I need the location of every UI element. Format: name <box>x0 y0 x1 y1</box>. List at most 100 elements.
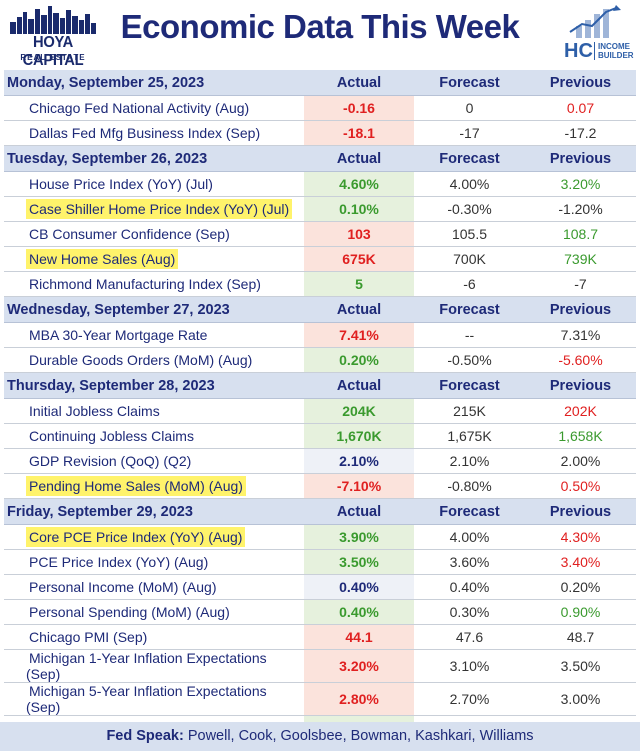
hc-subtitle-line1: INCOME <box>598 42 630 51</box>
indicator-name-cell: MBA 30-Year Mortgage Rate <box>4 322 304 348</box>
previous-value: 3.40% <box>525 549 636 575</box>
column-header-previous: Previous <box>525 498 636 525</box>
column-header-forecast: Forecast <box>414 372 525 399</box>
actual-value: 3.50% <box>304 549 414 575</box>
city-skyline-icon <box>10 6 96 34</box>
forecast-value: -6 <box>414 271 525 297</box>
previous-value: 0.50% <box>525 473 636 499</box>
forecast-value: 47.6 <box>414 624 525 650</box>
column-header-actual: Actual <box>304 145 414 172</box>
actual-value: 103 <box>304 221 414 247</box>
column-header-forecast: Forecast <box>414 498 525 525</box>
previous-value: 3.00% <box>525 682 636 716</box>
day-label: Friday, September 29, 2023 <box>4 498 304 525</box>
actual-value: 675K <box>304 246 414 272</box>
previous-value: 108.7 <box>525 221 636 247</box>
forecast-value: 105.5 <box>414 221 525 247</box>
page-title: Economic Data This Week <box>120 8 520 45</box>
indicator-name-cell: New Home Sales (Aug) <box>4 246 304 272</box>
actual-value: -18.1 <box>304 120 414 146</box>
actual-value: 2.80% <box>304 682 414 716</box>
indicator-name: Durable Goods Orders (MoM) (Aug) <box>29 352 253 368</box>
fed-speak-speakers: Powell, Cook, Goolsbee, Bowman, Kashkari… <box>187 728 534 744</box>
indicator-name: Continuing Jobless Claims <box>29 428 194 444</box>
previous-value: -5.60% <box>525 347 636 373</box>
actual-value: 0.40% <box>304 599 414 625</box>
indicator-name: PCE Price Index (YoY) (Aug) <box>29 554 209 570</box>
previous-value: 2.00% <box>525 448 636 474</box>
hc-subtitle: INCOME BUILDER <box>594 42 638 60</box>
indicator-name-cell: Michigan 5-Year Inflation Expectations (… <box>4 682 304 716</box>
day-label: Wednesday, September 27, 2023 <box>4 296 304 323</box>
day-header-row: Monday, September 25, 2023 Actual Forecast… <box>4 70 636 96</box>
logo-text-secondary: REAL ESTATE <box>20 53 86 62</box>
table-body: Monday, September 25, 2023 Actual Forecast… <box>4 70 636 741</box>
actual-value: -7.10% <box>304 473 414 499</box>
actual-value: 7.41% <box>304 322 414 348</box>
indicator-name: GDP Revision (QoQ) (Q2) <box>29 453 192 469</box>
indicator-name: Core PCE Price Index (YoY) (Aug) <box>26 527 246 547</box>
table-row: MBA 30-Year Mortgage Rate 7.41% -- 7.31% <box>4 322 636 348</box>
indicator-name: Michigan 1-Year Inflation Expectations (… <box>26 650 267 682</box>
indicator-name-cell: Continuing Jobless Claims <box>4 423 304 449</box>
economic-data-table: Monday, September 25, 2023 Actual Forecast… <box>4 70 636 741</box>
previous-value: 4.30% <box>525 524 636 550</box>
column-header-previous: Previous <box>525 296 636 323</box>
column-header-actual: Actual <box>304 296 414 323</box>
forecast-value: 3.60% <box>414 549 525 575</box>
indicator-name-cell: Richmond Manufacturing Index (Sep) <box>4 271 304 297</box>
day-label: Tuesday, September 26, 2023 <box>4 145 304 172</box>
fed-speak-label: Fed Speak: <box>106 728 184 744</box>
indicator-name-cell: PCE Price Index (YoY) (Aug) <box>4 549 304 575</box>
table-row: Personal Income (MoM) (Aug) 0.40% 0.40% 0.2… <box>4 574 636 600</box>
column-header-previous: Previous <box>525 145 636 172</box>
previous-value: -7 <box>525 271 636 297</box>
actual-value: 4.60% <box>304 171 414 197</box>
previous-value: 0.90% <box>525 599 636 625</box>
table-row: Personal Spending (MoM) (Aug) 0.40% 0.30% 0… <box>4 599 636 625</box>
column-header-previous: Previous <box>525 70 636 96</box>
previous-value: 3.20% <box>525 171 636 197</box>
table-row: Core PCE Price Index (YoY) (Aug) 3.90% 4.0… <box>4 524 636 550</box>
table-row: CB Consumer Confidence (Sep) 103 105.5 108.… <box>4 221 636 247</box>
actual-value: 5 <box>304 271 414 297</box>
column-header-actual: Actual <box>304 498 414 525</box>
forecast-value: 1,675K <box>414 423 525 449</box>
growth-chart-icon <box>569 5 621 38</box>
day-header-row: Thursday, September 28, 2023 Actual Foreca… <box>4 372 636 399</box>
column-header-actual: Actual <box>304 70 414 96</box>
table-row: Initial Jobless Claims 204K 215K 202K <box>4 398 636 424</box>
indicator-name: Chicago Fed National Activity (Aug) <box>29 100 250 116</box>
forecast-value: 4.00% <box>414 171 525 197</box>
table-row: GDP Revision (QoQ) (Q2) 2.10% 2.10% 2.00% <box>4 448 636 474</box>
table-row: PCE Price Index (YoY) (Aug) 3.50% 3.60% 3.4… <box>4 549 636 575</box>
indicator-name-cell: GDP Revision (QoQ) (Q2) <box>4 448 304 474</box>
table-row: Chicago Fed National Activity (Aug) -0.16… <box>4 95 636 121</box>
indicator-name: Initial Jobless Claims <box>29 403 160 419</box>
forecast-value: 700K <box>414 246 525 272</box>
column-header-forecast: Forecast <box>414 296 525 323</box>
logo-text-primary: HOYA CAPITAL <box>22 34 84 69</box>
fed-speak-footer: Fed Speak: Powell, Cook, Goolsbee, Bowma… <box>0 722 640 751</box>
indicator-name-cell: Dallas Fed Mfg Business Index (Sep) <box>4 120 304 146</box>
header: HOYA CAPITAL REAL ESTATE Economic Data T… <box>0 0 640 70</box>
indicator-name-cell: Pending Home Sales (MoM) (Aug) <box>4 473 304 499</box>
previous-value: 7.31% <box>525 322 636 348</box>
actual-value: 3.20% <box>304 649 414 683</box>
indicator-name-cell: Case Shiller Home Price Index (YoY) (Jul… <box>4 196 304 222</box>
table-row: Richmond Manufacturing Index (Sep) 5 -6 -7 <box>4 271 636 297</box>
indicator-name-cell: Chicago Fed National Activity (Aug) <box>4 95 304 121</box>
forecast-value: 0.40% <box>414 574 525 600</box>
table-row: Durable Goods Orders (MoM) (Aug) 0.20% -0.… <box>4 347 636 373</box>
actual-value: 3.90% <box>304 524 414 550</box>
table-row: Michigan 1-Year Inflation Expectations (… <box>4 649 636 683</box>
indicator-name-cell: Personal Income (MoM) (Aug) <box>4 574 304 600</box>
indicator-name: Richmond Manufacturing Index (Sep) <box>29 276 261 292</box>
indicator-name-cell: Initial Jobless Claims <box>4 398 304 424</box>
hc-subtitle-line2: BUILDER <box>598 51 634 60</box>
previous-value: 1,658K <box>525 423 636 449</box>
actual-value: 0.40% <box>304 574 414 600</box>
forecast-value: 4.00% <box>414 524 525 550</box>
table-row: Chicago PMI (Sep) 44.1 47.6 48.7 <box>4 624 636 650</box>
indicator-name: Dallas Fed Mfg Business Index (Sep) <box>29 125 261 141</box>
